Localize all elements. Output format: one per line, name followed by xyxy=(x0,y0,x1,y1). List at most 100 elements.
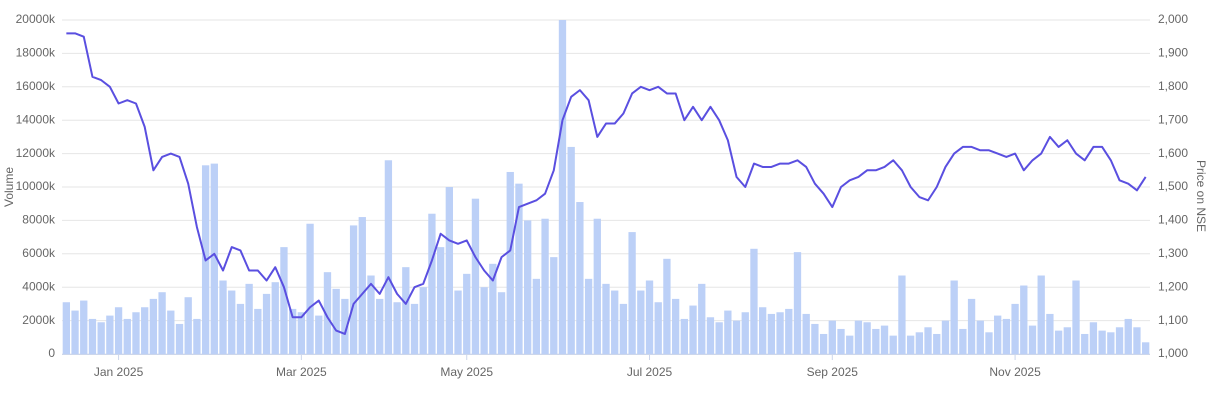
y-tick-label: 18000k xyxy=(16,46,56,60)
volume-bar xyxy=(628,232,636,354)
volume-bar xyxy=(219,280,227,354)
volume-bar xyxy=(384,160,393,354)
y2-tick-label: 1,400 xyxy=(1158,213,1188,227)
x-tick-label: Mar 2025 xyxy=(276,365,327,379)
y2-tick-label: 1,300 xyxy=(1158,246,1188,260)
volume-bar xyxy=(819,333,828,354)
volume-bar xyxy=(576,202,584,354)
volume-bar xyxy=(245,283,253,354)
volume-bar xyxy=(933,333,941,354)
volume-bar xyxy=(1063,327,1071,354)
volume-bar xyxy=(524,220,532,354)
volume-bar xyxy=(262,293,271,354)
volume-bar xyxy=(706,317,715,354)
volume-bar xyxy=(454,290,462,354)
volume-bar xyxy=(671,298,680,354)
volume-bar xyxy=(254,308,262,354)
volume-bar xyxy=(645,280,654,354)
volume-bar xyxy=(1020,285,1028,354)
y-tick-label: 14000k xyxy=(16,112,56,126)
price-line xyxy=(66,32,1147,335)
volume-bar xyxy=(436,247,445,354)
volume-bar xyxy=(1054,330,1063,354)
volume-bar xyxy=(1098,330,1106,354)
y-tick-label: 8000k xyxy=(22,213,56,227)
x-tick-label: Jul 2025 xyxy=(627,365,673,379)
volume-bar xyxy=(506,171,514,354)
volume-bar xyxy=(323,272,332,354)
volume-bar xyxy=(393,302,401,354)
volume-bar xyxy=(584,278,593,354)
y2-tick-label: 1,700 xyxy=(1158,112,1188,126)
volume-bar xyxy=(410,303,419,354)
volume-bar xyxy=(611,290,619,354)
volume-bar xyxy=(698,283,706,354)
volume-bar xyxy=(1133,327,1141,354)
volume-bar xyxy=(463,273,471,354)
volume-bar xyxy=(480,287,488,354)
y-tick-label: 6000k xyxy=(22,246,56,260)
y-tick-label: 0 xyxy=(48,346,55,360)
volume-bar xyxy=(941,320,950,354)
volume-bar xyxy=(593,218,601,354)
volume-bar xyxy=(541,218,549,354)
volume-bar xyxy=(106,315,114,354)
volume-bar xyxy=(428,213,436,354)
volume-bar xyxy=(915,332,923,354)
volume-bar xyxy=(1124,318,1132,354)
volume-bar xyxy=(1081,333,1089,354)
volume-bar xyxy=(132,312,140,354)
y-tick-label: 16000k xyxy=(16,79,56,93)
volume-bar xyxy=(732,320,741,354)
volume-bar xyxy=(489,263,497,354)
y-axis-title: Volume xyxy=(2,167,16,207)
volume-bar xyxy=(759,307,767,354)
volume-bar xyxy=(1037,275,1045,354)
volume-bar xyxy=(637,290,645,354)
volume-bar xyxy=(1107,332,1115,354)
volume-bar xyxy=(1115,327,1124,354)
volume-bar xyxy=(445,187,453,354)
volume-bar xyxy=(289,308,297,354)
x-tick-label: May 2025 xyxy=(440,365,493,379)
volume-bar xyxy=(332,288,340,354)
volume-bar xyxy=(889,335,897,354)
volume-bar xyxy=(471,198,480,354)
volume-bar xyxy=(715,322,723,354)
volume-bar xyxy=(271,282,279,354)
volume-bar xyxy=(724,310,732,354)
volume-bar xyxy=(88,318,97,354)
volume-bar xyxy=(236,303,245,354)
volume-bar xyxy=(976,320,984,354)
volume-bar xyxy=(558,20,567,354)
volume-bar xyxy=(802,313,810,354)
volume-bar xyxy=(80,300,88,354)
volume-bar xyxy=(1002,318,1011,354)
volume-bar xyxy=(828,320,836,354)
y-tick-label: 10000k xyxy=(16,179,56,193)
y-tick-label: 20000k xyxy=(16,12,56,26)
volume-bar xyxy=(367,275,375,354)
volume-bar xyxy=(1072,280,1080,354)
x-tick-label: Jan 2025 xyxy=(94,365,144,379)
volume-bar xyxy=(376,298,384,354)
volume-bar xyxy=(950,280,958,354)
volume-bar xyxy=(1089,322,1098,354)
volume-bar xyxy=(898,275,906,354)
x-tick-label: Sep 2025 xyxy=(807,365,859,379)
volume-bar xyxy=(776,312,784,354)
volume-bar xyxy=(854,320,863,354)
volume-bar xyxy=(619,303,628,354)
y2-tick-label: 1,600 xyxy=(1158,146,1188,160)
volume-bar xyxy=(497,292,506,354)
volume-bar xyxy=(846,335,854,354)
volume-bar xyxy=(985,332,993,354)
volume-bar xyxy=(602,283,610,354)
volume-bar xyxy=(785,308,793,354)
y2-axis-title: Price on NSE xyxy=(1194,160,1208,232)
volume-bar xyxy=(793,252,802,354)
y2-tick-label: 2,000 xyxy=(1158,12,1188,26)
volume-bar xyxy=(358,217,366,354)
volume-bar xyxy=(114,307,123,354)
volume-bar xyxy=(863,322,871,354)
